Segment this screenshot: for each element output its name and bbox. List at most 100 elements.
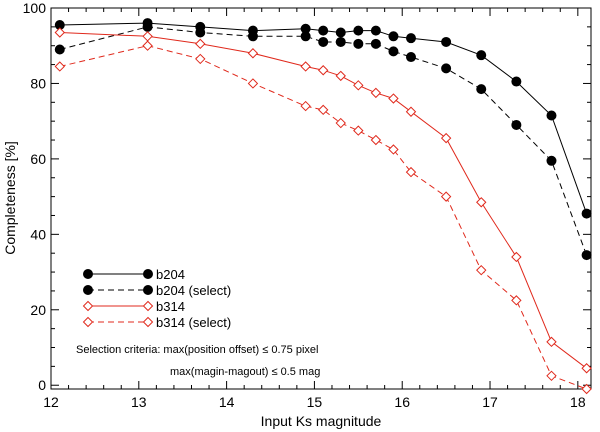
data-point <box>440 132 452 144</box>
data-point <box>195 38 206 50</box>
data-point <box>335 36 346 47</box>
data-point <box>581 250 592 261</box>
data-point <box>54 27 65 38</box>
y-tick-label: 100 <box>23 0 47 16</box>
data-point <box>54 44 65 55</box>
data-point <box>300 100 311 112</box>
series-3 <box>54 40 592 395</box>
legend-label: b314 (select) <box>156 315 231 330</box>
y-tick-label: 20 <box>30 302 46 318</box>
data-point <box>388 93 399 104</box>
x-tick-label: 13 <box>131 394 147 410</box>
legend-marker-start <box>83 269 93 279</box>
data-point <box>388 144 399 155</box>
data-point <box>441 63 452 74</box>
data-point <box>441 36 452 47</box>
data-point <box>318 36 329 47</box>
data-point <box>142 31 153 42</box>
data-point <box>353 125 364 136</box>
data-point <box>195 53 206 65</box>
data-point <box>388 46 399 57</box>
data-point <box>511 76 522 87</box>
data-point <box>406 52 416 63</box>
data-point <box>247 78 259 89</box>
legend-marker-start <box>83 285 93 295</box>
data-point <box>476 264 487 276</box>
legend-marker-end <box>143 269 153 279</box>
series-1 <box>54 21 592 261</box>
data-point <box>142 21 153 32</box>
y-tick-label: 80 <box>30 75 46 91</box>
x-tick-label: 16 <box>394 394 410 410</box>
data-point <box>511 295 522 306</box>
data-point <box>546 110 557 121</box>
data-point <box>581 363 592 374</box>
data-point <box>370 38 381 49</box>
legend-marker-end <box>142 316 154 328</box>
data-point <box>546 336 557 348</box>
data-point <box>353 38 364 49</box>
series-line <box>59 32 587 369</box>
data-point <box>54 61 65 72</box>
x-tick-label: 17 <box>482 394 498 410</box>
data-point <box>405 106 417 117</box>
series-2 <box>54 27 592 374</box>
data-point <box>300 31 311 42</box>
data-point <box>335 27 346 38</box>
data-point <box>546 155 557 166</box>
selection-criteria-note: Selection criteria: max(position offset)… <box>76 344 318 356</box>
legend-marker-start <box>82 316 94 328</box>
data-point <box>476 50 487 61</box>
data-point <box>370 134 382 146</box>
data-point <box>353 25 364 36</box>
data-point <box>195 27 206 38</box>
legend-entry: b204 <box>83 267 185 282</box>
data-point <box>317 104 329 116</box>
y-axis-label: Completeness [%] <box>2 141 18 255</box>
x-tick-label: 15 <box>307 394 323 410</box>
data-point <box>511 119 522 130</box>
series-0 <box>54 18 592 219</box>
data-point <box>388 31 399 42</box>
data-point <box>581 208 592 219</box>
data-point <box>318 25 329 36</box>
data-point <box>247 31 258 42</box>
data-point <box>440 191 452 202</box>
data-point <box>511 251 522 263</box>
legend-label: b314 <box>156 299 185 314</box>
x-tick-label: 14 <box>219 394 235 410</box>
data-point <box>406 33 416 44</box>
series-line <box>59 26 588 256</box>
data-point <box>335 70 346 82</box>
legend-marker-end <box>142 300 154 312</box>
series-line <box>59 22 588 214</box>
legend-entry: b314 <box>82 299 185 314</box>
x-axis-label: Input Ks magnitude <box>261 413 382 429</box>
y-tick-label: 40 <box>30 226 46 242</box>
series-layer <box>54 18 592 395</box>
data-point <box>300 61 311 72</box>
x-tick-label: 12 <box>43 394 59 410</box>
data-point <box>370 87 382 99</box>
series-line <box>59 45 587 390</box>
legend-entry: b204 (select) <box>83 283 231 298</box>
y-tick-label: 60 <box>30 151 46 167</box>
data-point <box>317 65 329 76</box>
data-point <box>370 25 381 36</box>
data-point <box>405 166 417 178</box>
plot-frame <box>50 7 592 390</box>
legend-label: b204 (select) <box>156 283 231 298</box>
legend-label: b204 <box>156 267 185 282</box>
data-point <box>247 48 259 59</box>
magnitude-criteria-note: max(magin-magout) ≤ 0.5 mag <box>170 366 320 378</box>
legend-marker-end <box>143 285 153 295</box>
data-point <box>476 84 487 95</box>
data-point <box>142 40 153 51</box>
axis-ticks: 12 13 14 15 16 17 18 0 20 40 60 80 100 <box>23 0 591 410</box>
data-point <box>546 370 557 382</box>
x-tick-label: 18 <box>570 394 586 410</box>
y-tick-label: 0 <box>38 377 46 393</box>
data-point <box>581 383 592 395</box>
